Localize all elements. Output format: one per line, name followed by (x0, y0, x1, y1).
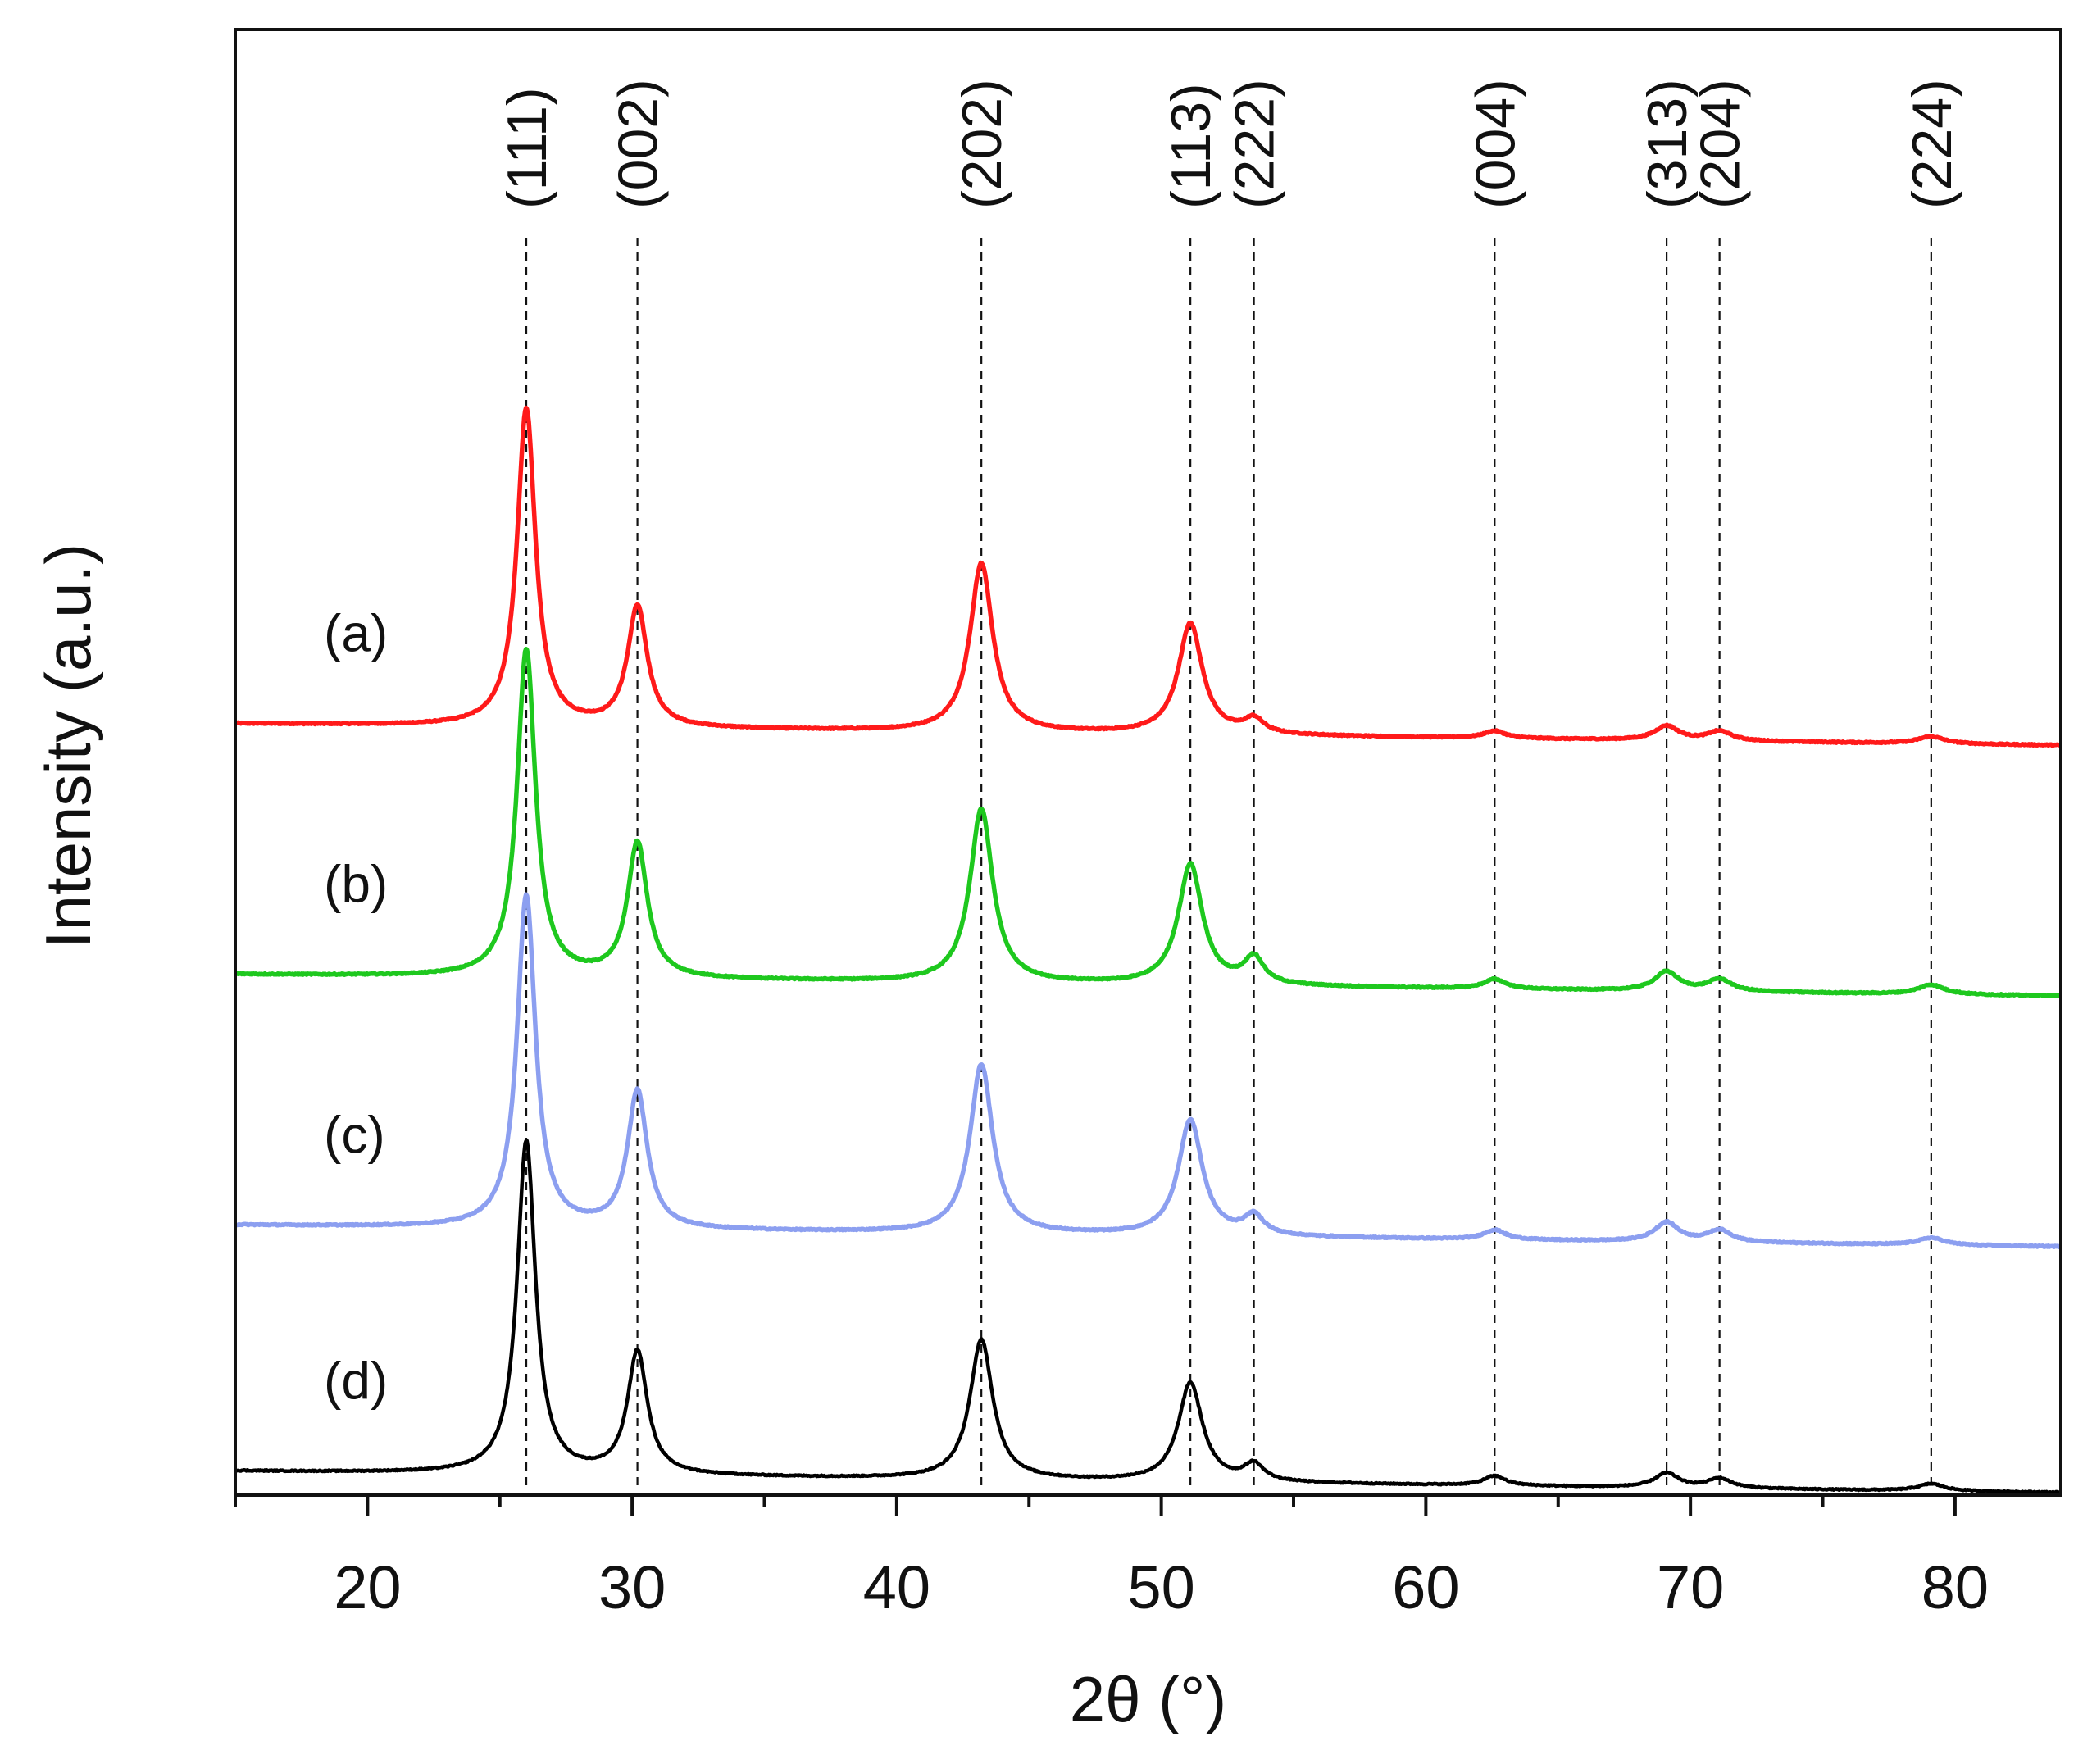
reflection-label: (002) (607, 79, 670, 209)
x-tick-label: 30 (598, 1553, 666, 1621)
x-axis-tick-labels: 20 30 40 50 60 70 80 (334, 1553, 1989, 1621)
x-tick-label: 20 (334, 1553, 401, 1621)
series-line (234, 1139, 2062, 1495)
series-labels: (a) (b) (c) (d) (324, 604, 388, 1411)
reflection-labels: (111) (002) (202) (113) (222) (004) (313)(204)… (496, 79, 1963, 209)
series-line (234, 892, 2062, 1250)
reflection-label: (113) (1160, 83, 1222, 209)
x-tick-label: 60 (1392, 1553, 1459, 1621)
reflection-label: (224) (1901, 79, 1963, 209)
reflection-label: (222) (1224, 79, 1286, 209)
y-axis-title: Intensity (a.u.) (32, 543, 104, 948)
x-tick-label: 40 (863, 1553, 930, 1621)
reflection-label: (202) (951, 79, 1013, 209)
reflection-label: (204) (1690, 79, 1752, 209)
x-tick-label: 70 (1657, 1553, 1724, 1621)
series-line (234, 646, 2062, 998)
x-tick-label: 50 (1127, 1553, 1194, 1621)
reflection-label: (111) (496, 87, 558, 209)
series-line (234, 405, 2062, 748)
series-label: (a) (324, 604, 388, 663)
series-label: (c) (324, 1105, 385, 1164)
reflection-label: (004) (1464, 79, 1526, 209)
plot-frame (234, 28, 2062, 1497)
x-axis-ticks (234, 1495, 1957, 1516)
reflection-guides (525, 238, 1932, 1487)
series-label: (d) (324, 1351, 388, 1410)
reflection-label: (313) (1636, 79, 1699, 209)
x-tick-label: 80 (1921, 1553, 1989, 1621)
series-label: (b) (324, 855, 388, 914)
x-axis-title: 2θ (°) (1070, 1663, 1227, 1735)
series-layer (234, 405, 2062, 1495)
